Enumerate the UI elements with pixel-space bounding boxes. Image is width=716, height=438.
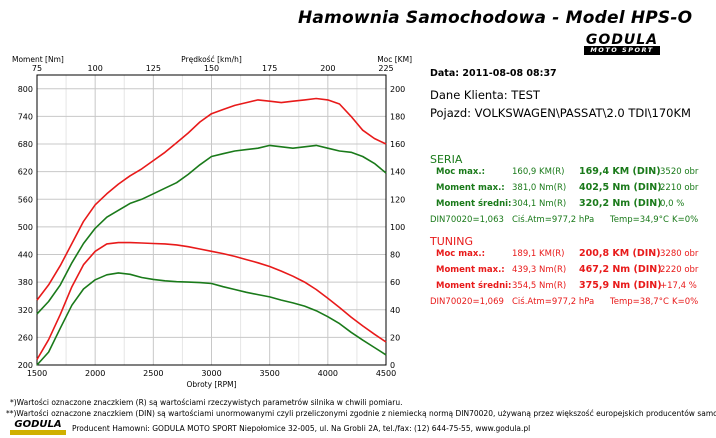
top-tick-label: 200 — [320, 64, 335, 73]
tuning-env-temp: Temp=38,7°C — [610, 297, 669, 307]
top-tick-label: 100 — [88, 64, 103, 73]
tuning-row-value-r: 189,1 KM(R) — [512, 249, 565, 259]
top-tick-label: 125 — [146, 64, 161, 73]
tuning-env-k: K=0% — [672, 297, 699, 307]
tuning-row-extra: 2220 obr — [660, 265, 699, 275]
vehicle-name: Pojazd: VOLKSWAGEN\PASSAT\2.0 TDI\170KM — [430, 106, 691, 120]
x-tick-label: 1500 — [27, 369, 47, 378]
seria-row-extra: 2210 obr — [660, 183, 699, 193]
seria-env-din: DIN70020=1,063 — [430, 215, 504, 225]
x-tick-label: 2500 — [143, 369, 163, 378]
top-axis-title: Prędkość [km/h] — [181, 55, 242, 64]
footer-logo-text: GODULA — [14, 419, 62, 430]
y-left-tick-label: 500 — [18, 223, 33, 232]
y-left-axis-title: Moment [Nm] — [12, 55, 64, 64]
seria-row-extra: 3520 obr — [660, 167, 699, 177]
y-left-tick-label: 320 — [18, 306, 33, 315]
seria-env-temp: Temp=34,9°C — [610, 215, 669, 225]
y-left-tick-label: 740 — [18, 112, 33, 121]
chart-lines — [36, 97, 387, 366]
godula-logo: GODULA MOTO SPORT — [584, 32, 660, 55]
y-right-tick-label: 120 — [390, 195, 405, 204]
dyno-chart: 1500 2000 2500 3000 3500 4000 4500200260320380… — [12, 55, 412, 389]
x-tick-label: 4500 — [376, 369, 396, 378]
y-left-tick-label: 560 — [18, 195, 33, 204]
seria-row-value-r: 304,1 Nm(R) — [512, 199, 567, 209]
logo-subtext: MOTO SPORT — [584, 46, 660, 55]
tuning-row-extra: +17,4 % — [660, 281, 697, 291]
seria-row-extra: 0,0 % — [660, 199, 685, 209]
page-title: Hamownia Samochodowa - Model HPS-O — [298, 8, 693, 28]
y-left-tick-label: 380 — [18, 278, 33, 287]
seria-row-label: Moment średni: — [436, 199, 512, 209]
plot-frame — [36, 74, 387, 366]
tuning-row-value-din: 375,9 Nm (DIN) — [579, 280, 662, 291]
y-right-tick-label: 20 — [390, 333, 400, 342]
chart-axes — [36, 74, 387, 366]
tuning-row-value-din: 200,8 KM (DIN) — [579, 248, 661, 259]
x-tick-label: 2000 — [85, 369, 105, 378]
tuning-row-value-r: 439,3 Nm(R) — [512, 265, 567, 275]
y-right-tick-label: 100 — [390, 223, 405, 232]
tuning-env-din: DIN70020=1,069 — [430, 297, 504, 307]
seria-row-value-r: 160,9 KM(R) — [512, 167, 565, 177]
top-tick-label: 225 — [378, 64, 393, 73]
y-right-tick-label: 180 — [390, 112, 405, 121]
y-right-tick-label: 60 — [390, 278, 400, 287]
tuning-heading: TUNING — [430, 235, 473, 248]
tuning-row-label: Moment max.: — [436, 265, 505, 275]
y-right-tick-label: 200 — [390, 85, 405, 94]
x-tick-label: 4000 — [318, 369, 338, 378]
tuning-torque-line — [36, 241, 387, 360]
tuning-power-line — [36, 97, 387, 301]
seria-row-value-din: 320,2 Nm (DIN) — [579, 198, 662, 209]
y-right-tick-label: 160 — [390, 140, 405, 149]
chart-labels: 1500 2000 2500 3000 3500 4000 4500200260320380… — [12, 55, 412, 389]
seria-row-label: Moment max.: — [436, 183, 505, 193]
y-left-tick-label: 200 — [18, 361, 33, 370]
footer-logo: GODULA — [10, 419, 66, 435]
footer-logo-bar — [10, 430, 66, 435]
y-right-tick-label: 40 — [390, 306, 400, 315]
tuning-row-label: Moment średni: — [436, 281, 512, 291]
y-left-tick-label: 800 — [18, 85, 33, 94]
x-tick-label: 3500 — [259, 369, 279, 378]
top-tick-label: 75 — [32, 64, 42, 73]
y-left-tick-label: 680 — [18, 140, 33, 149]
y-right-tick-label: 0 — [390, 361, 395, 370]
seria-row-value-din: 402,5 Nm (DIN) — [579, 182, 662, 193]
y-right-axis-title: Moc [KM] — [377, 55, 412, 64]
seria-row-label: Moc max.: — [436, 167, 485, 177]
seria-power-line — [36, 144, 387, 315]
seria-row-value-din: 169,4 KM (DIN) — [579, 166, 661, 177]
seria-row-value-r: 381,0 Nm(R) — [512, 183, 567, 193]
tuning-row-value-din: 467,2 Nm (DIN) — [579, 264, 662, 275]
client-name: Dane Klienta: TEST — [430, 88, 540, 102]
footnote-r: *)Wartości oznaczone znaczkiem (R) są wa… — [10, 398, 403, 407]
producer-info: Producent Hamowni: GODULA MOTO SPORT Nie… — [72, 424, 531, 433]
seria-torque-line — [36, 272, 387, 366]
chart-grid — [36, 75, 387, 366]
test-date: Data: 2011-08-08 08:37 — [430, 68, 557, 79]
tuning-row-label: Moc max.: — [436, 249, 485, 259]
tuning-env-atm: Ciś.Atm=977,2 hPa — [512, 297, 595, 307]
x-tick-label: 3000 — [201, 369, 221, 378]
top-tick-label: 150 — [204, 64, 219, 73]
seria-env-k: K=0% — [672, 215, 699, 225]
y-left-tick-label: 620 — [18, 168, 33, 177]
tuning-row-extra: 3280 obr — [660, 249, 699, 259]
y-left-tick-label: 440 — [18, 251, 33, 260]
footnote-din: **)Wartości oznaczone znaczkiem (DIN) są… — [6, 409, 716, 418]
tuning-row-value-r: 354,5 Nm(R) — [512, 281, 567, 291]
y-right-tick-label: 80 — [390, 251, 400, 260]
x-axis-title: Obroty [RPM] — [187, 380, 237, 389]
top-tick-label: 175 — [262, 64, 277, 73]
seria-env-atm: Ciś.Atm=977,2 hPa — [512, 215, 595, 225]
y-right-tick-label: 140 — [390, 168, 405, 177]
y-left-tick-label: 260 — [18, 333, 33, 342]
logo-text: GODULA — [585, 32, 659, 48]
seria-heading: SERIA — [430, 153, 463, 166]
